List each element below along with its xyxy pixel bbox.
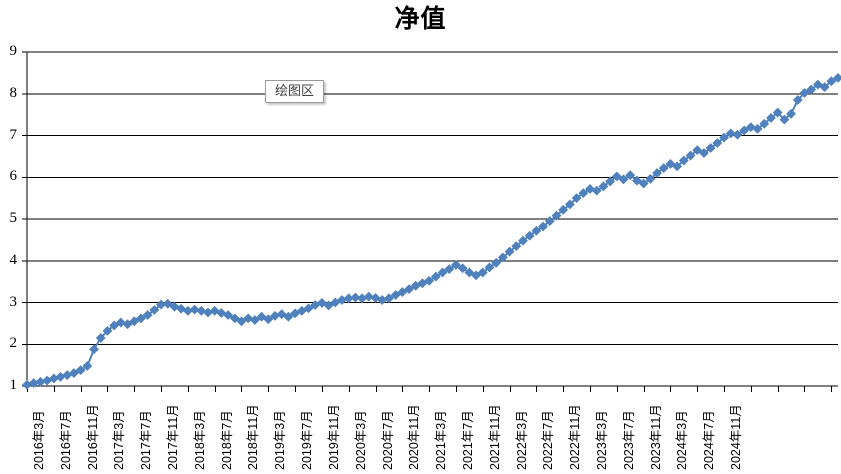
y-axis-tick-label: 1 xyxy=(9,377,18,393)
x-axis-tick-label: 2017年3月 xyxy=(111,410,126,470)
y-axis-tick-label: 8 xyxy=(9,84,18,101)
x-axis-tick-label: 2024年11月 xyxy=(728,404,743,470)
x-axis-tick-label: 2019年11月 xyxy=(326,404,341,470)
chart-title: 净值 xyxy=(394,6,447,33)
x-axis-tick-label: 2017年11月 xyxy=(165,404,180,470)
x-axis-tick-label: 2018年7月 xyxy=(219,410,234,470)
series-line xyxy=(26,76,839,386)
x-axis-tick-label: 2024年7月 xyxy=(701,410,716,470)
x-axis-tick-label: 2021年3月 xyxy=(433,410,448,470)
x-axis-tick-label: 2016年3月 xyxy=(31,410,46,470)
x-axis-tick-label: 2019年7月 xyxy=(299,410,314,470)
x-axis-tick-label: 2016年11月 xyxy=(85,404,100,470)
x-axis-tick-label: 2021年11月 xyxy=(487,404,502,470)
x-axis-tick-label: 2020年3月 xyxy=(353,410,368,470)
gridlines xyxy=(22,51,838,387)
x-axis-tick-label: 2024年3月 xyxy=(674,410,689,470)
series-markers xyxy=(22,72,841,390)
y-axis-tick-label: 4 xyxy=(9,251,18,268)
x-axis-tick-label: 2022年7月 xyxy=(540,410,555,470)
x-axis-tick-label: 2023年7月 xyxy=(621,410,636,470)
y-axis-tick-label: 5 xyxy=(9,210,18,226)
x-axis-tick-label: 2022年3月 xyxy=(514,410,529,470)
x-axis-tick-label: 2017年7月 xyxy=(138,410,153,470)
x-axis-tick-label: 2019年3月 xyxy=(272,410,287,470)
y-axis-tick-label: 6 xyxy=(9,168,18,185)
x-axis-tick-label: 2021年7月 xyxy=(460,410,475,470)
x-axis-tick-label: 2023年11月 xyxy=(648,404,663,470)
x-axis-tick-label: 2018年3月 xyxy=(192,410,207,470)
y-axis-tick-label: 9 xyxy=(9,43,18,59)
x-axis-tick-label: 2020年11月 xyxy=(406,404,421,470)
x-axis-tick-label: 2018年11月 xyxy=(245,404,260,470)
x-axis-tick-label: 2020年7月 xyxy=(380,410,395,470)
x-axis-tick-label: 2022年11月 xyxy=(567,404,582,470)
x-axis-tick-label: 2023年3月 xyxy=(594,410,609,470)
y-axis-tick-label: 7 xyxy=(9,126,18,143)
x-axis-ticks xyxy=(27,386,832,392)
plot-area-tooltip: 绘图区 xyxy=(265,80,325,103)
x-axis-tick-label: 2016年7月 xyxy=(58,410,73,470)
y-axis-tick-label: 3 xyxy=(9,293,18,310)
y-axis-tick-label: 2 xyxy=(9,335,18,352)
